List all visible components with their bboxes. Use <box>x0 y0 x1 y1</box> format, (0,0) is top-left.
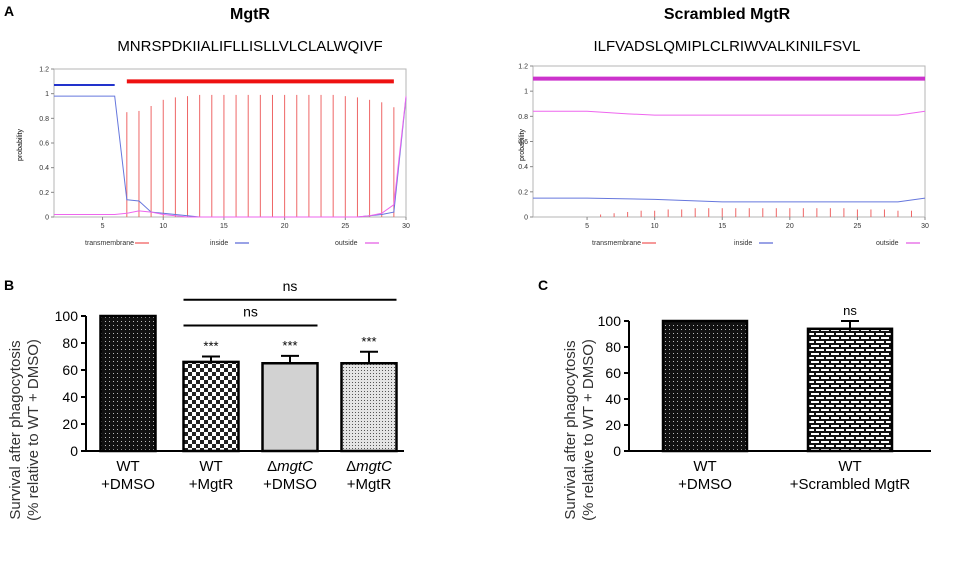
x-tick-label: 30 <box>921 223 929 230</box>
bar <box>340 362 398 453</box>
y-tick-label: 60 <box>62 362 78 378</box>
x-category-label-line2: +MgtR <box>347 476 392 493</box>
y-tick-label: 0.8 <box>518 114 528 121</box>
y-tick-label: 1.2 <box>39 67 49 74</box>
y-axis-label: probability <box>519 129 526 161</box>
x-tick-label: 25 <box>341 223 349 230</box>
y-tick-label: 0.4 <box>39 165 49 172</box>
significance-label: ns <box>843 303 857 318</box>
x-category-label-line2: +DMSO <box>678 476 732 493</box>
x-category-label-line1: WT <box>838 458 861 475</box>
x-tick-label: 25 <box>854 223 862 230</box>
bar <box>99 314 157 453</box>
y-axis-label-line2: (% relative to WT + DMSO) <box>580 339 597 521</box>
x-tick-label: 20 <box>281 223 289 230</box>
comparison-label: ns <box>283 278 298 294</box>
x-tick-label: 10 <box>159 223 167 230</box>
panel-label-b: B <box>4 277 14 293</box>
x-category-label-line1: ΔmgtC <box>267 458 313 475</box>
y-tick-label: 40 <box>62 389 78 405</box>
legend-label: inside <box>210 240 228 247</box>
y-tick-label: 0.2 <box>518 189 528 196</box>
x-category-label-italic: mgtC <box>277 458 313 475</box>
y-tick-label: 1 <box>524 89 528 96</box>
chart-title: MgtR <box>230 6 270 23</box>
chart-subtitle-sequence: ILFVADSLQMIPLCLRIWVALKINILFSVL <box>593 38 860 55</box>
y-tick-label: 0.4 <box>518 164 528 171</box>
y-tick-label: 60 <box>605 365 621 381</box>
x-tick-label: 20 <box>786 223 794 230</box>
panel-label-c: C <box>538 277 548 293</box>
outside-line <box>54 96 407 218</box>
y-tick-label: 20 <box>605 417 621 433</box>
chart-mgtr-topology: MgtR MNRSPDKIIALIFLLISLLVLCLALWQIVF prob… <box>17 6 410 247</box>
x-category-label-italic: mgtC <box>356 458 392 475</box>
y-axis-label-line1: Survival after phagocytosis <box>7 340 24 519</box>
y-tick-label: 100 <box>598 313 622 329</box>
x-category-label-line1: WT <box>116 458 139 475</box>
significance-label: *** <box>203 339 218 354</box>
chart-title: Scrambled MgtR <box>664 6 791 23</box>
x-tick-label: 5 <box>585 223 589 230</box>
x-category-label-line1: WT <box>199 458 222 475</box>
x-category-label-line2: +DMSO <box>263 476 317 493</box>
legend-label: outside <box>876 240 899 247</box>
y-tick-label: 1.2 <box>518 64 528 71</box>
y-tick-label: 40 <box>605 391 621 407</box>
y-axis-label-line2: (% relative to WT + DMSO) <box>25 339 42 521</box>
x-category-label-line2: +DMSO <box>101 476 155 493</box>
legend-label: transmembrane <box>592 240 641 247</box>
y-axis-label: probability <box>17 129 24 161</box>
y-tick-label: 100 <box>55 308 79 324</box>
x-tick-label: 10 <box>651 223 659 230</box>
plot-frame <box>53 68 407 218</box>
y-tick-label: 0 <box>70 443 78 459</box>
chart-subtitle-sequence: MNRSPDKIIALIFLLISLLVLCLALWQIVF <box>117 38 382 55</box>
y-tick-label: 0.2 <box>39 190 49 197</box>
legend-label: inside <box>734 240 752 247</box>
y-tick-label: 0 <box>524 215 528 222</box>
significance-label: *** <box>361 334 376 349</box>
bar <box>261 362 319 453</box>
y-tick-label: 0.6 <box>518 139 528 146</box>
y-tick-label: 0 <box>45 215 49 222</box>
x-tick-label: 30 <box>402 223 410 230</box>
y-axis-label-line1: Survival after phagocytosis <box>562 340 579 519</box>
legend-label: transmembrane <box>85 240 134 247</box>
y-tick-label: 0 <box>613 443 621 459</box>
bar <box>182 360 240 453</box>
x-category-label-line1: WT <box>693 458 716 475</box>
y-tick-label: 20 <box>62 416 78 432</box>
outside-line <box>533 110 926 116</box>
y-tick-label: 80 <box>605 339 621 355</box>
comparison-label: ns <box>243 303 258 319</box>
x-category-label-line1: ΔmgtC <box>346 458 392 475</box>
x-category-label-line2: +MgtR <box>189 476 234 493</box>
chart-scrambled-mgtr-topology: Scrambled MgtR ILFVADSLQMIPLCLRIWVALKINI… <box>518 6 929 247</box>
panel-label-a: A <box>4 3 14 19</box>
x-category-label-line2: +Scrambled MgtR <box>790 476 911 493</box>
bar <box>806 327 894 453</box>
y-tick-label: 80 <box>62 335 78 351</box>
x-tick-label: 15 <box>718 223 726 230</box>
bar <box>661 319 749 453</box>
legend-label: outside <box>335 240 358 247</box>
x-tick-label: 5 <box>101 223 105 230</box>
inside-line <box>533 197 926 203</box>
y-tick-label: 1 <box>45 91 49 98</box>
y-tick-label: 0.8 <box>39 116 49 123</box>
x-tick-label: 15 <box>220 223 228 230</box>
chart-survival-mgtr: Survival after phagocytosis (% relative … <box>7 278 404 521</box>
y-tick-label: 0.6 <box>39 141 49 148</box>
significance-label: *** <box>282 338 297 353</box>
plot-frame <box>532 65 926 218</box>
chart-survival-scrambled: Survival after phagocytosis (% relative … <box>562 303 931 521</box>
